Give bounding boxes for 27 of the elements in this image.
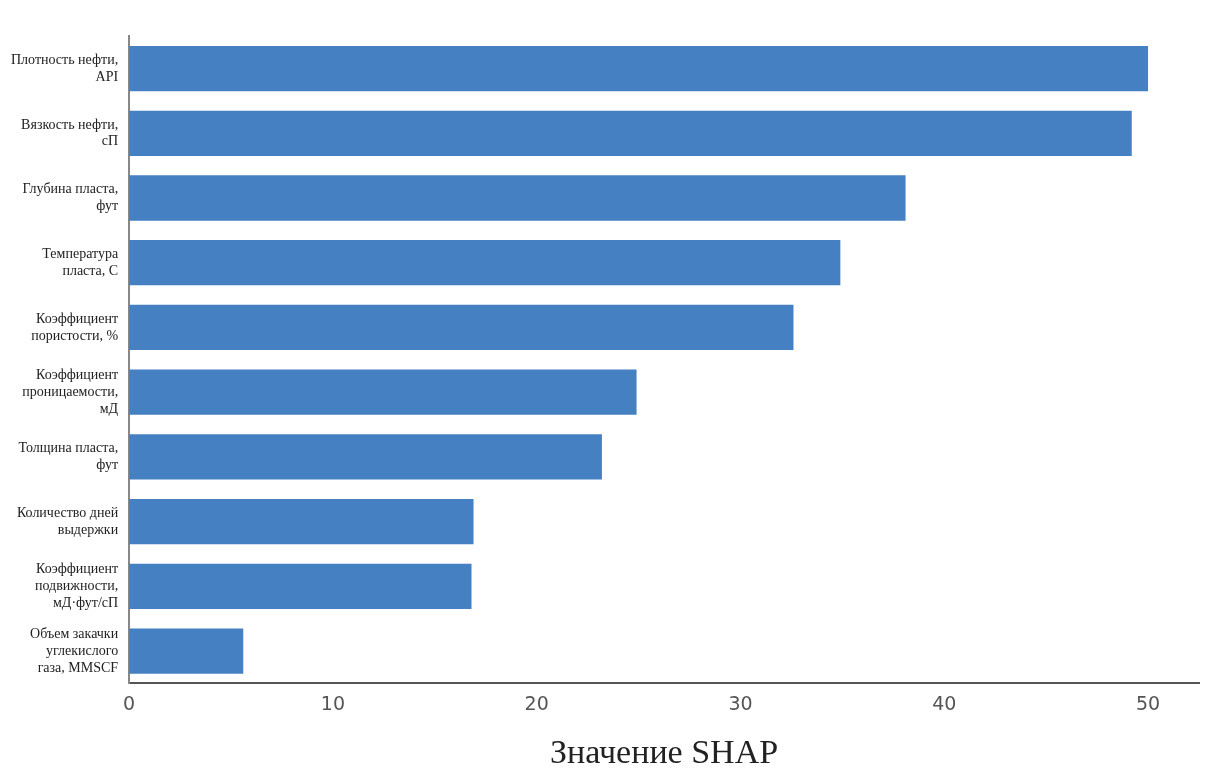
x-tick-label: 30	[728, 691, 753, 714]
bar	[129, 304, 794, 351]
bar	[129, 110, 1132, 156]
x-tick-label: 10	[320, 691, 346, 714]
bar	[129, 240, 841, 286]
y-tick-label: Плотность нефти, API	[10, 51, 119, 84]
y-tick-label: Глубина пласта, фут	[22, 181, 119, 214]
bar	[129, 498, 474, 545]
x-axis-title: Значение SHAP	[550, 732, 779, 770]
x-tick-label: 0	[123, 691, 136, 714]
x-tick-label: 40	[932, 691, 957, 714]
y-tick-label: Коэффициент подвижности, мД·фут/сП	[34, 561, 119, 610]
y-tick-label: Температура пласта, С	[42, 245, 119, 278]
bar	[129, 369, 637, 415]
y-tick-label: Толщина пласта, фут	[18, 440, 119, 472]
bar	[129, 434, 602, 480]
y-tick-label: Количество дней выдержки	[16, 504, 119, 537]
bar	[129, 563, 472, 609]
x-tick-label: 20	[524, 691, 549, 714]
y-tick-label: Коэффициент проницаемости, мД	[22, 367, 119, 416]
bar	[129, 175, 906, 221]
bar	[129, 45, 1149, 92]
y-tick-label: Коэффициент пористости, %	[31, 310, 119, 343]
x-tick-label: 50	[1135, 691, 1161, 714]
y-tick-label: Вязкость нефти, сП	[21, 116, 119, 149]
y-tick-label: Объем закачки углекислого газа, MMSCF	[30, 625, 119, 675]
bar	[129, 628, 244, 674]
